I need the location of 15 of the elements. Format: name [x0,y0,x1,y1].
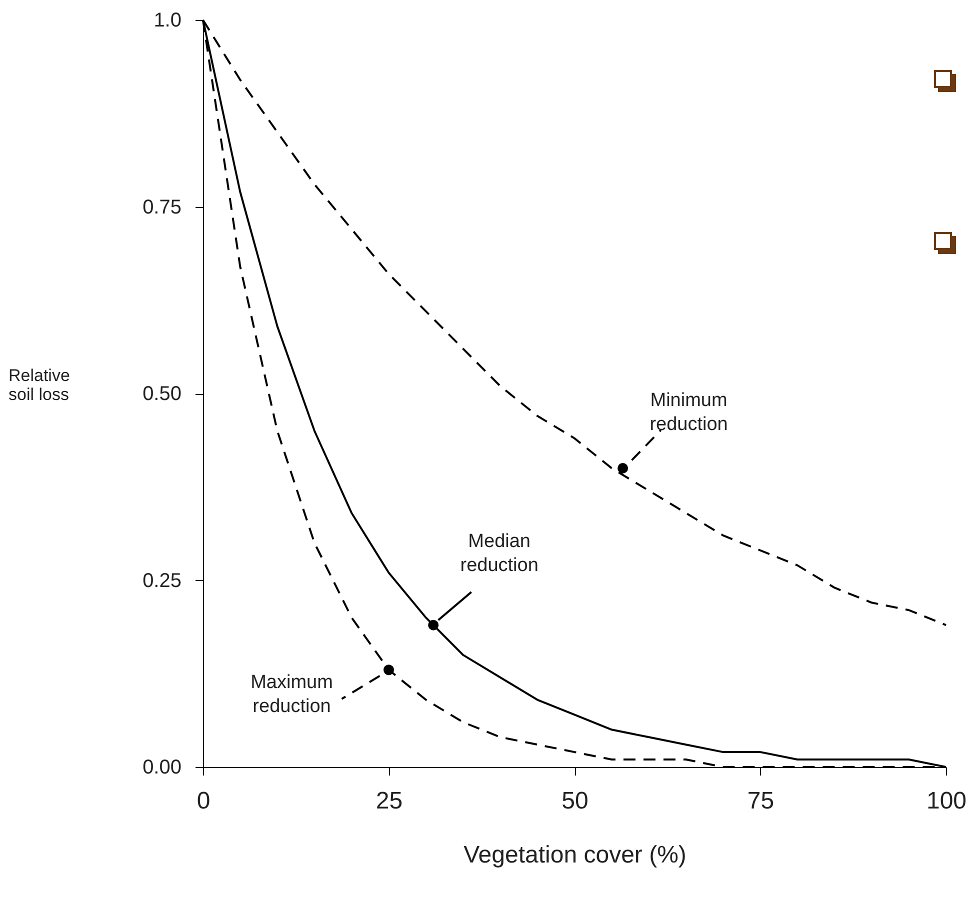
y-axis-title: Relative soil loss [8,366,70,404]
annotation: Maximum reduction [250,672,333,717]
y-tick-label: 0.00 [142,756,182,778]
x-tick-label: 100 [926,788,967,814]
x-tick-label: 25 [376,788,403,814]
annotation: Median reduction [460,531,538,576]
x-tick-label: 75 [747,788,774,814]
x-tick-label: 0 [196,788,210,814]
y-tick-label: 0.75 [142,196,182,218]
y-tick-label: 0.25 [142,570,182,592]
annotation: Minimum reduction [650,390,728,436]
x-tick-label: 50 [562,788,588,814]
y-tick-label: 1.0 [154,10,182,32]
x-axis-title: Vegetation cover (%) [464,842,686,868]
y-tick-label: 0.50 [142,383,182,405]
